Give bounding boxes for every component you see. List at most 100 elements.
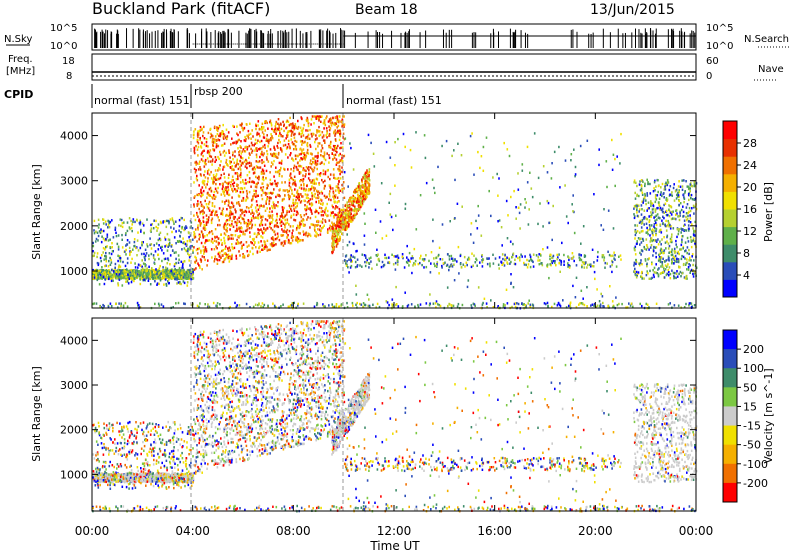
- data-cell: [246, 148, 249, 151]
- data-cell: [552, 259, 555, 263]
- data-cell: [185, 226, 188, 229]
- data-cell: [282, 189, 285, 192]
- data-cell: [210, 177, 213, 180]
- data-cell: [162, 274, 165, 277]
- data-cell: [481, 265, 484, 268]
- data-cell: [306, 148, 309, 152]
- data-cell: [321, 227, 323, 230]
- data-cell: [336, 196, 339, 199]
- data-cell: [220, 131, 222, 135]
- data-cell: [254, 138, 257, 142]
- data-cell: [134, 220, 136, 224]
- data-cell: [313, 182, 316, 185]
- data-cell: [396, 258, 399, 261]
- data-cell: [272, 244, 274, 247]
- data-cell: [203, 250, 206, 253]
- data-cell: [181, 270, 183, 273]
- data-cell: [294, 139, 296, 143]
- data-cell: [270, 237, 273, 240]
- data-cell: [603, 256, 606, 259]
- data-cell: [259, 224, 261, 227]
- data-cell: [235, 224, 238, 227]
- data-cell: [100, 275, 103, 278]
- data-cell: [280, 127, 283, 131]
- data-cell: [317, 145, 319, 148]
- data-cell: [338, 168, 341, 171]
- data-cell: [100, 277, 102, 280]
- data-cell: [139, 264, 142, 267]
- data-cell: [252, 252, 254, 256]
- data-cell: [356, 208, 359, 211]
- data-cell: [345, 222, 348, 226]
- data-cell: [575, 276, 578, 279]
- data-cell: [278, 138, 280, 142]
- data-cell: [305, 209, 307, 212]
- data-cell: [162, 220, 165, 223]
- data-cell: [212, 148, 214, 151]
- data-cell: [300, 215, 303, 219]
- data-cell: [184, 277, 186, 280]
- data-cell: [192, 271, 194, 274]
- data-cell: [417, 262, 420, 266]
- data-cell: [111, 242, 113, 245]
- data-cell: [227, 186, 229, 189]
- data-cell: [229, 209, 232, 212]
- data-cell: [337, 212, 340, 215]
- data-cell: [218, 177, 220, 181]
- data-cell: [133, 270, 135, 274]
- data-cell: [323, 127, 325, 130]
- data-cell: [316, 159, 319, 163]
- data-cell: [549, 263, 551, 266]
- data-cell: [269, 182, 272, 185]
- data-cell: [202, 212, 204, 216]
- data-cell: [97, 218, 100, 221]
- data-cell: [323, 211, 326, 214]
- data-cell: [110, 252, 113, 256]
- data-cell: [104, 220, 107, 223]
- data-cell: [246, 134, 248, 137]
- data-cell: [266, 246, 268, 249]
- data-cell: [295, 239, 298, 242]
- data-cell: [284, 241, 286, 245]
- data-cell: [240, 152, 243, 155]
- data-cell: [614, 157, 616, 161]
- data-cell: [361, 192, 364, 195]
- data-cell: [294, 144, 297, 148]
- data-cell: [220, 160, 222, 163]
- data-cell: [322, 139, 325, 142]
- data-cell: [328, 134, 330, 138]
- data-cell: [171, 230, 173, 234]
- data-cell: [306, 142, 309, 145]
- data-cell: [306, 235, 309, 238]
- data-cell: [215, 143, 218, 146]
- data-cell: [506, 256, 508, 259]
- data-cell: [246, 245, 249, 248]
- data-cell: [526, 266, 529, 269]
- data-cell: [259, 214, 262, 218]
- data-cell: [314, 159, 317, 163]
- data-cell: [292, 198, 295, 202]
- data-cell: [104, 278, 107, 281]
- data-cell: [110, 268, 113, 272]
- data-cell: [271, 228, 274, 232]
- data-cell: [209, 186, 212, 190]
- data-cell: [142, 262, 145, 265]
- data-cell: [346, 260, 348, 263]
- data-cell: [225, 158, 228, 162]
- data-cell: [226, 208, 228, 211]
- data-cell: [343, 123, 346, 126]
- data-cell: [250, 221, 252, 224]
- data-cell: [194, 128, 197, 131]
- data-cell: [558, 259, 561, 262]
- data-cell: [389, 156, 392, 159]
- data-cell: [216, 247, 218, 250]
- data-cell: [182, 266, 184, 270]
- data-cell: [254, 149, 256, 152]
- data-cell: [337, 167, 339, 171]
- data-cell: [98, 223, 100, 226]
- data-cell: [668, 259, 670, 262]
- data-cell: [291, 177, 294, 180]
- data-cell: [462, 263, 465, 266]
- data-cell: [302, 224, 305, 227]
- data-cell: [321, 155, 324, 158]
